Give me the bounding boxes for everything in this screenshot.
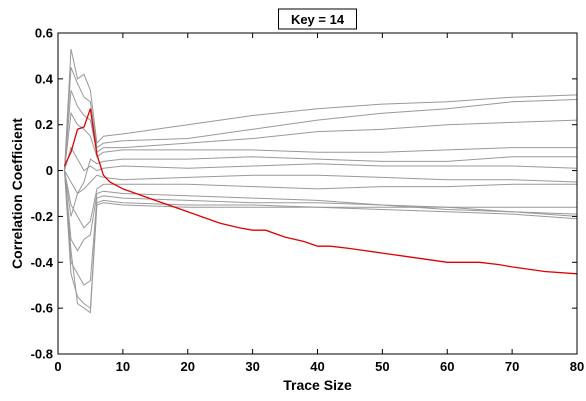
y-axis-label: Correlation Coefficient bbox=[9, 118, 25, 269]
y-tick-label: 0 bbox=[46, 163, 53, 178]
series-line bbox=[64, 170, 578, 252]
y-tick-label: 0.6 bbox=[35, 26, 53, 41]
x-tick-label: 60 bbox=[440, 359, 454, 374]
series-line bbox=[64, 170, 578, 286]
x-tick-label: 50 bbox=[375, 359, 389, 374]
series-line bbox=[64, 146, 578, 172]
series-line bbox=[64, 156, 577, 217]
y-tick-label: -0.6 bbox=[31, 301, 53, 316]
series-line bbox=[64, 67, 578, 171]
series-line-highlight bbox=[63, 108, 578, 275]
chart-title-box: Key = 14 bbox=[278, 8, 357, 30]
series-line bbox=[64, 170, 577, 314]
y-tick-label: -0.4 bbox=[31, 255, 54, 270]
x-tick-label: 70 bbox=[505, 359, 519, 374]
chart-title: Key = 14 bbox=[291, 12, 345, 27]
x-tick-label: 40 bbox=[310, 359, 324, 374]
x-tick-label: 10 bbox=[116, 359, 130, 374]
y-tick-label: -0.8 bbox=[31, 347, 53, 362]
x-tick-label: 0 bbox=[54, 359, 61, 374]
y-tick-label: 0.2 bbox=[35, 117, 53, 132]
series-line bbox=[64, 170, 577, 229]
series-line bbox=[64, 111, 577, 171]
x-tick-label: 30 bbox=[245, 359, 259, 374]
x-axis-label: Trace Size bbox=[283, 377, 352, 393]
y-tick-label: 0.4 bbox=[35, 71, 54, 86]
series-layer bbox=[63, 48, 578, 314]
series-line bbox=[64, 48, 578, 171]
series-line bbox=[64, 170, 578, 195]
series-line bbox=[64, 90, 578, 171]
ticks-layer: 0 10 20 30 40 50 60 70 80 -0.8 -0.6 -0.4 -0.2 0 0.2 0.4… bbox=[31, 26, 585, 375]
y-tick-label: -0.2 bbox=[31, 209, 53, 224]
x-tick-label: 20 bbox=[181, 359, 195, 374]
x-tick-label: 80 bbox=[570, 359, 584, 374]
series-line bbox=[64, 170, 578, 310]
